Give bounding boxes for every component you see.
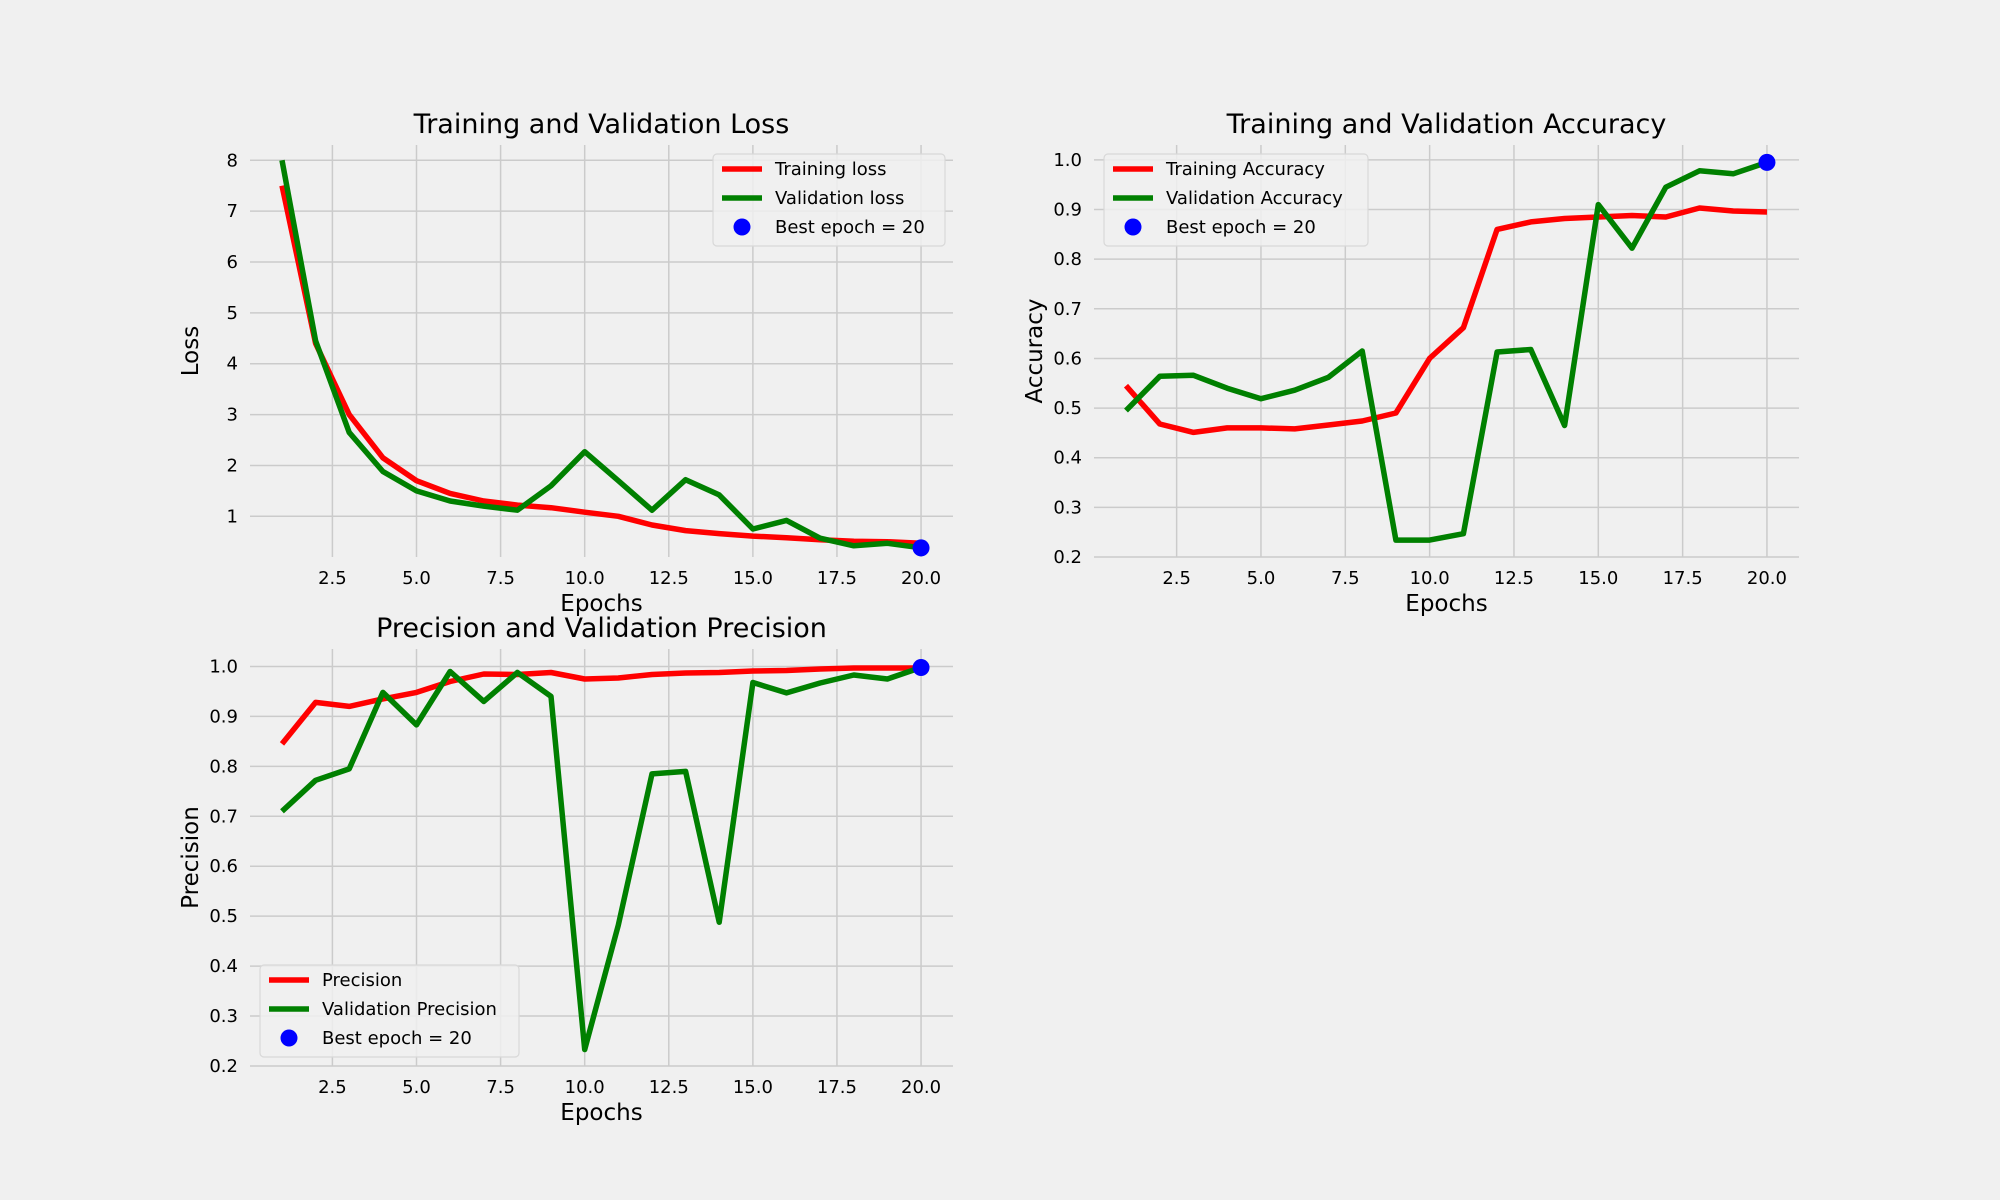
- legend-label: Validation Precision: [322, 999, 497, 1020]
- x-tick-label: 7.5: [1331, 568, 1360, 589]
- x-tick-label: 20.0: [901, 568, 941, 589]
- training-series-line: [1123, 205, 1768, 436]
- validation-series-line: [1124, 159, 1768, 543]
- chart-panel: 2.5 5.0 7.5 10.0 12.5 15.0 17.5 20.0 0.2 0.3 0.4 0.…: [1022, 109, 1799, 617]
- x-tick-label: 15.0: [733, 1077, 773, 1098]
- y-tick-label: 6: [227, 252, 238, 273]
- y-tick-label: 7: [227, 201, 238, 222]
- legend-label: Validation Accuracy: [1166, 188, 1343, 209]
- y-tick-label: 0.2: [1053, 547, 1082, 568]
- x-axis-label: Epochs: [560, 591, 642, 617]
- chart-title: Training and Validation Accuracy: [1226, 109, 1667, 140]
- legend-marker: [733, 218, 751, 236]
- y-tick-label: 0.8: [1053, 249, 1082, 270]
- x-tick-label: 7.5: [486, 1077, 515, 1098]
- y-tick-label: 1.0: [1053, 150, 1082, 171]
- legend-label: Training loss: [774, 159, 887, 180]
- legend-label: Precision: [322, 970, 402, 991]
- x-tick-label: 20.0: [901, 1077, 941, 1098]
- legend-marker: [1124, 218, 1142, 236]
- x-tick-label: 20.0: [1747, 568, 1787, 589]
- chart-title: Precision and Validation Precision: [376, 613, 827, 644]
- best-epoch-marker: [1758, 153, 1776, 171]
- x-tick-label: 15.0: [733, 568, 773, 589]
- chart-panel: 2.5 5.0 7.5 10.0 12.5 15.0 17.5 20.0 0.2 0.3 0.4 0.…: [178, 613, 953, 1126]
- y-tick-label: 3: [227, 405, 238, 426]
- x-tick-label: 12.5: [649, 568, 689, 589]
- y-tick-label: 0.7: [209, 806, 238, 827]
- y-tick-label: 0.7: [1053, 299, 1082, 320]
- x-axis-label: Epochs: [560, 1100, 642, 1126]
- y-tick-label: 0.5: [1053, 398, 1082, 419]
- legend-box: [712, 153, 946, 247]
- x-tick-label: 2.5: [318, 1077, 347, 1098]
- x-tick-label: 17.5: [1663, 568, 1703, 589]
- legend-label: Best epoch = 20: [322, 1028, 472, 1049]
- chart-title: Training and Validation Loss: [413, 109, 790, 140]
- y-axis-label: Accuracy: [1022, 298, 1048, 403]
- legend-label: Training Accuracy: [1165, 159, 1325, 180]
- legend-label: Best epoch = 20: [775, 217, 925, 238]
- y-tick-label: 8: [227, 150, 238, 171]
- y-tick-label: 0.3: [209, 1006, 238, 1027]
- x-tick-label: 12.5: [649, 1077, 689, 1098]
- y-axis-label: Loss: [178, 326, 204, 376]
- y-tick-label: 2: [227, 455, 238, 476]
- y-tick-label: 1.0: [209, 656, 238, 677]
- x-axis-label: Epochs: [1405, 591, 1487, 617]
- y-axis-label: Precision: [178, 806, 204, 909]
- legend-label: Best epoch = 20: [1166, 217, 1316, 238]
- legend-label: Validation loss: [775, 188, 904, 209]
- legend: Precision Validation Precision Best epoch …: [259, 964, 520, 1058]
- x-tick-label: 17.5: [817, 1077, 857, 1098]
- x-tick-label: 10.0: [565, 568, 605, 589]
- x-tick-label: 17.5: [817, 568, 857, 589]
- x-tick-label: 12.5: [1494, 568, 1534, 589]
- y-tick-label: 5: [227, 303, 238, 324]
- training-series-line: [279, 185, 922, 547]
- y-tick-label: 0.6: [209, 856, 238, 877]
- x-tick-label: 10.0: [1410, 568, 1450, 589]
- y-tick-label: 0.2: [209, 1056, 238, 1077]
- y-tick-label: 0.9: [1053, 200, 1082, 221]
- y-tick-label: 0.5: [209, 906, 238, 927]
- x-tick-label: 5.0: [402, 568, 431, 589]
- best-epoch-marker: [912, 539, 930, 557]
- validation-series-line: [280, 664, 922, 1053]
- y-tick-label: 0.6: [1053, 348, 1082, 369]
- x-tick-label: 15.0: [1578, 568, 1618, 589]
- x-tick-label: 5.0: [1247, 568, 1276, 589]
- y-tick-label: 0.9: [209, 706, 238, 727]
- best-epoch-marker: [912, 658, 930, 676]
- x-tick-label: 2.5: [318, 568, 347, 589]
- x-tick-label: 2.5: [1162, 568, 1191, 589]
- x-tick-label: 10.0: [565, 1077, 605, 1098]
- x-tick-label: 5.0: [402, 1077, 431, 1098]
- legend: Training loss Validation loss Best epoch =…: [712, 153, 946, 247]
- y-tick-label: 0.4: [209, 956, 238, 977]
- legend: Training Accuracy Validation Accuracy Best…: [1103, 153, 1369, 247]
- validation-series-line: [279, 159, 922, 551]
- legend-marker: [280, 1029, 298, 1047]
- chart-panel: 2.5 5.0 7.5 10.0 12.5 15.0 17.5 20.0 1 2 3 4 5 6 7 8 Tra…: [178, 109, 953, 617]
- y-tick-label: 4: [227, 354, 238, 375]
- x-tick-label: 7.5: [486, 568, 515, 589]
- y-tick-label: 0.3: [1053, 497, 1082, 518]
- legend-box: [1103, 153, 1369, 247]
- y-tick-label: 0.4: [1053, 448, 1082, 469]
- legend-box: [259, 964, 520, 1058]
- y-tick-label: 1: [227, 506, 238, 527]
- y-tick-label: 0.8: [209, 756, 238, 777]
